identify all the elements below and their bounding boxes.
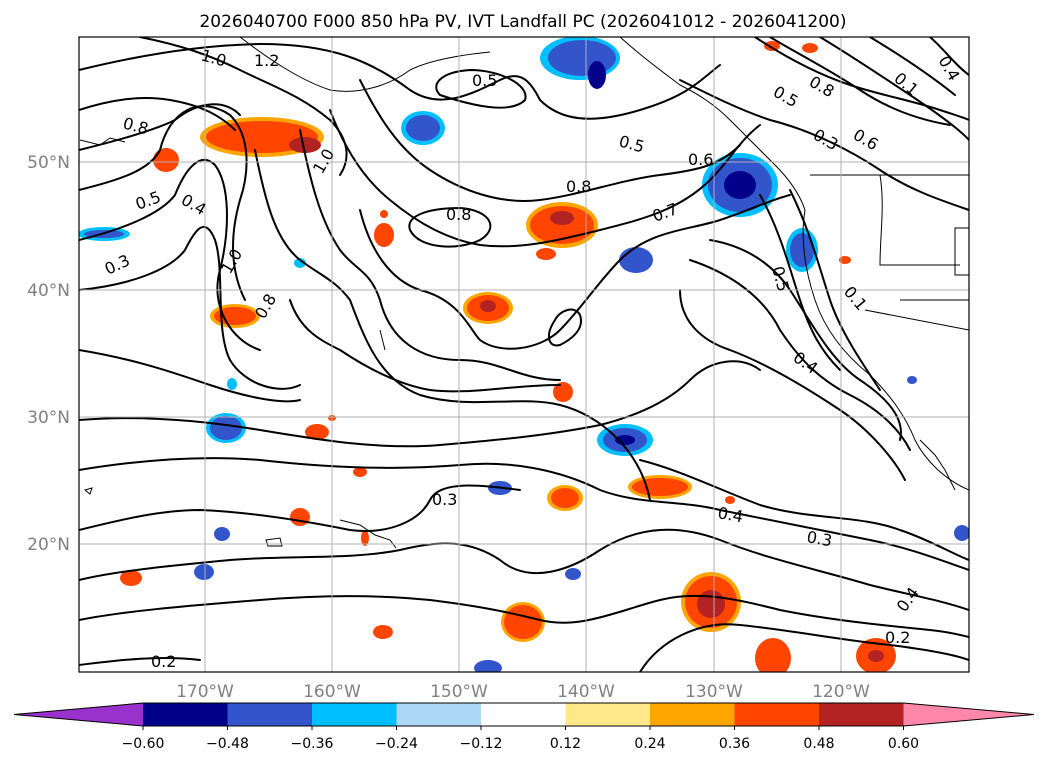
contour-label: 0.3 [805, 527, 833, 550]
colorbar-tick-label: −0.12 [460, 736, 503, 752]
map-area: 1.0 1.2 0.8 1.0 0.5 0.4 0.3 1.0 0.8 0.5 … [79, 37, 969, 672]
colorbar-tick-label: −0.48 [206, 736, 249, 752]
lon-tick-label: 120°W [812, 682, 870, 702]
contour-label: 0.8 [566, 177, 591, 196]
colorbar-extend-high [903, 703, 1034, 726]
colorbar-segment [481, 703, 566, 726]
contour-label: 0.5 [472, 71, 497, 90]
colorbar-tick-label: 0.12 [550, 736, 581, 752]
contour-label: 0.2 [885, 628, 910, 647]
colorbar-extend-low [14, 703, 143, 726]
colorbar-tick-label: −0.60 [122, 736, 165, 752]
lon-tick-label: 150°W [430, 682, 488, 702]
lat-tick-label: 50°N [27, 153, 70, 173]
pv-contours [79, 37, 969, 672]
contour-label: 0.8 [446, 205, 471, 224]
colorbar-segment [312, 703, 397, 726]
lat-tick-label: 30°N [27, 408, 70, 428]
colorbar-tick-label: −0.24 [375, 736, 418, 752]
lat-tick-label: 20°N [27, 535, 70, 555]
longitude-tick-labels: 170°W 160°W 150°W 140°W 130°W 120°W [176, 682, 870, 702]
colorbar: −0.60 −0.48 −0.36 −0.24 −0.12 0.12 0.24 0.36 0.4… [13, 702, 1035, 752]
colorbar-segment [143, 703, 228, 726]
lon-tick-label: 160°W [303, 682, 361, 702]
lat-tick-label: 40°N [27, 281, 70, 301]
colorbar-tick-label: −0.36 [291, 736, 334, 752]
colorbar-segment [565, 703, 650, 726]
lon-tick-label: 130°W [685, 682, 743, 702]
coastlines [79, 37, 969, 549]
contour-label: 1.2 [254, 51, 279, 70]
colorbar-tick-label: 0.60 [888, 736, 919, 752]
gridlines [79, 37, 969, 672]
contour-label: 0.3 [432, 490, 457, 509]
colorbar-segment [734, 703, 819, 726]
contour-label: 0.2 [151, 652, 176, 671]
colorbar-segment [227, 703, 312, 726]
colorbar-segment [396, 703, 481, 726]
contour-label: 0.6 [688, 150, 713, 169]
lon-tick-label: 140°W [557, 682, 615, 702]
latitude-tick-labels: 50°N 40°N 30°N 20°N [27, 153, 70, 555]
colorbar-tick-label: 0.24 [634, 736, 665, 752]
lon-tick-label: 170°W [176, 682, 234, 702]
colorbar-segment [650, 703, 735, 726]
contour-label: 0.4 [716, 503, 744, 526]
colorbar-tick-label: 0.36 [719, 736, 750, 752]
colorbar-segment [819, 703, 904, 726]
map-frame [78, 36, 970, 673]
map-title: 2026040700 F000 850 hPa PV, IVT Landfall… [199, 12, 846, 32]
colorbar-tick-label: 0.48 [803, 736, 834, 752]
